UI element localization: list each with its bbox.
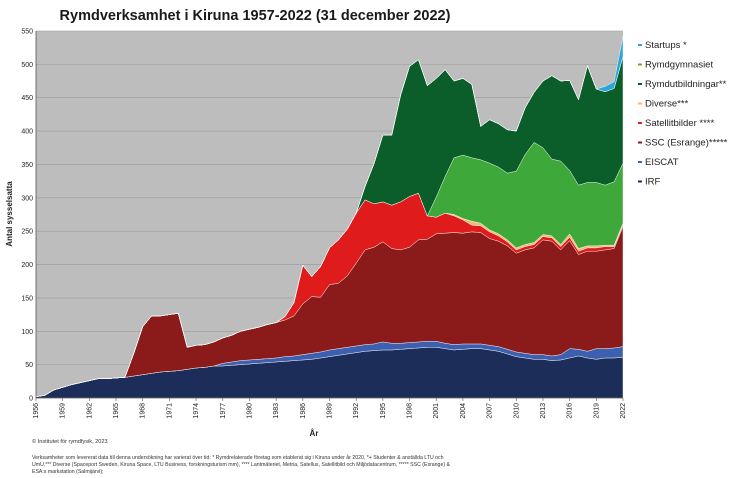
x-tick-label: 1983 [273,403,280,419]
y-tick-label: 0 [29,396,33,403]
x-tick-label: 1959 [60,403,67,419]
x-tick-label: 1995 [380,403,387,419]
legend-label: Rymdutbildningar** [645,79,727,90]
x-tick-label: 1977 [220,403,227,419]
legend-label: Startups * [645,40,687,51]
legend-swatch [638,122,642,124]
area-rymdutbildningar [36,56,623,397]
area-green-extra [36,142,623,397]
footnote-line: ESA:s markstation (Salmijärvi); [32,469,104,475]
y-tick-label: 400 [21,129,33,136]
legend-label: Satellitbilder **** [645,118,714,129]
x-tick-label: 1956 [33,403,40,419]
x-tick-label: 1968 [140,403,147,419]
y-tick-labels: 0 50 100 150 200 250 300 350 400 450 500 550 [21,29,33,403]
legend-label: Diverse*** [645,99,689,110]
area-eiscat [36,341,623,397]
footnote-line: Verksamheter som levererat data till den… [32,454,444,461]
y-tick-label: 200 [21,262,33,269]
x-tick-label: 2016 [567,403,574,419]
legend-label: Rymdgymnasiet [645,60,713,71]
x-tick-label: 2001 [433,403,440,419]
x-tick-label: 2019 [593,403,600,419]
x-axis-title: År [310,429,319,438]
chart-title: Rymdverksamhet i Kiruna 1957-2022 (31 de… [60,8,451,24]
legend-swatch [638,102,642,105]
legend-swatch [638,161,642,163]
x-tick-label: 2007 [487,403,494,419]
legend: Startups * Rymdgymnasiet Rymdutbildningar*… [638,40,728,188]
y-tick-label: 250 [21,229,33,236]
legend-label: EISCAT [645,157,679,168]
legend-label: IRF [645,177,661,188]
stacked-areas [35,36,624,399]
legend-swatch [638,83,642,85]
legend-label: SSC (Esrange)***** [645,138,728,149]
y-axis-title: Antal sysselsatta [5,181,14,247]
x-tick-label: 2013 [540,403,547,419]
copyright-text: © Institutet för rymdfysik, 2023 [32,438,108,445]
y-tick-label: 500 [21,62,33,69]
x-tick-label: 2004 [460,403,467,419]
x-tick-label: 1992 [353,403,360,419]
x-tick-label: 1971 [166,403,173,419]
y-tick-label: 100 [21,329,33,336]
x-tick-label: 2010 [513,403,520,419]
x-tick-label: 1962 [86,403,93,419]
footnote-text: Verksamheter som levererat data till den… [32,454,450,475]
x-tick-label: 1980 [246,403,253,419]
x-tick-label: 2022 [620,403,627,419]
y-tick-label: 50 [25,362,33,369]
area-startups-outline [35,36,624,397]
x-tick-label: 1998 [407,403,414,419]
area-irf [36,347,623,398]
legend-swatch [638,180,642,183]
legend-swatch [638,63,642,66]
y-tick-label: 450 [21,95,33,102]
x-tick-label: 1986 [300,403,307,419]
x-tick-label: 1974 [193,403,200,419]
legend-swatch [638,141,642,144]
x-tick-label: 1965 [113,403,120,419]
footnote-line: UmU,*** Diverse (Spaceport Sweden, Kirun… [32,462,450,468]
x-tick-label: 1989 [327,403,334,419]
y-tick-label: 150 [21,295,33,302]
area-ssc-esrange [36,226,623,397]
x-tick-labels: 1956 1959 1962 1965 1968 1971 1974 1977 1980 1983… [33,398,627,419]
y-tick-label: 550 [21,29,33,36]
y-tick-label: 350 [21,162,33,169]
legend-swatch [638,44,642,46]
y-tick-label: 300 [21,195,33,202]
